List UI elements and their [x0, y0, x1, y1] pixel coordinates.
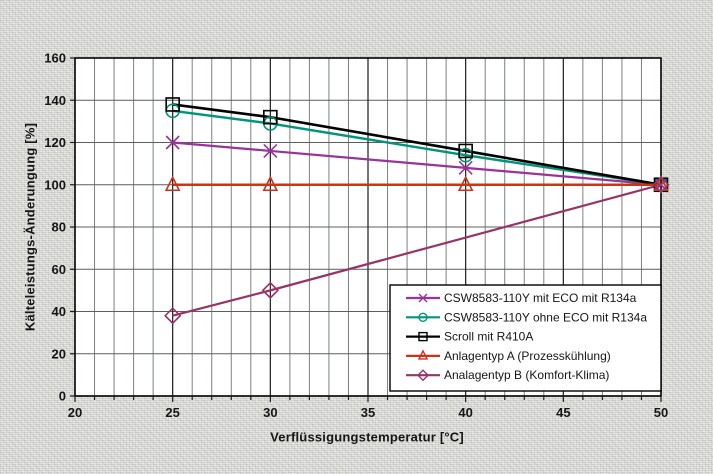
y-tick-label: 80 [52, 220, 66, 235]
star-marker [458, 160, 473, 175]
triangle-marker [417, 349, 429, 360]
triangle-marker [653, 175, 669, 192]
legend-label: CSW8583-110Y ohne ECO mit R134a [444, 310, 647, 324]
legend-label: CSW8583-110Y mit ECO mit R134a [444, 291, 637, 305]
legend-label: Analagentyp B (Komfort-Klima) [444, 368, 609, 382]
series-line-3 [172, 103, 662, 187]
diamond-marker [164, 307, 182, 325]
x-tick-label: 40 [458, 405, 472, 420]
y-tick-label: 160 [44, 51, 66, 66]
x-tick-label: 30 [263, 405, 277, 420]
series-line-1 [172, 141, 662, 186]
y-tick-label: 0 [59, 389, 66, 404]
triangle-marker [262, 175, 279, 192]
diamond-marker [652, 176, 670, 194]
y-axis-title: Kälteleistungs-Änderungung [%] [22, 122, 38, 332]
diamond-marker [261, 281, 279, 300]
star-marker [418, 293, 428, 303]
square-marker [263, 109, 278, 125]
y-tick-label: 140 [44, 93, 66, 108]
legend-label: Anlagentyp A (Prozesskühlung) [444, 349, 611, 363]
series-line-5 [172, 183, 662, 317]
y-tick-label: 40 [52, 304, 66, 319]
x-tick-label: 50 [654, 405, 668, 420]
legend-box [389, 284, 662, 392]
x-tick-label: 20 [68, 405, 82, 420]
y-tick-label: 100 [44, 177, 66, 192]
triangle-marker [164, 175, 181, 192]
y-tick-label: 20 [52, 346, 66, 361]
legend-label: Scroll mit R410A [444, 330, 533, 344]
star-marker [165, 135, 180, 150]
x-axis-title: Verflüssigungstemperatur [°C] [270, 429, 464, 445]
star-marker [263, 143, 278, 159]
square-marker [458, 143, 473, 159]
diamond-marker [417, 369, 429, 382]
circle-marker [418, 312, 428, 322]
x-tick-label: 25 [165, 405, 179, 420]
series-line-2 [172, 109, 662, 186]
x-tick-label: 45 [556, 405, 570, 420]
y-tick-label: 120 [44, 135, 66, 150]
square-marker [165, 97, 180, 112]
square-marker [418, 331, 428, 342]
y-tick-label: 60 [52, 262, 66, 277]
x-tick-label: 35 [361, 405, 375, 420]
triangle-marker [457, 175, 474, 192]
